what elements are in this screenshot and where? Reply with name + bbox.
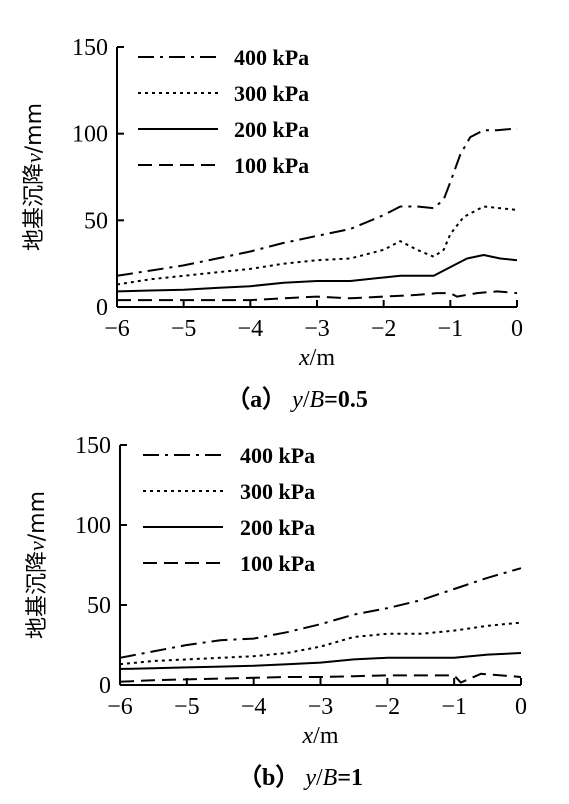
legend-label: 400 kPa <box>240 443 315 468</box>
x-axis-label: x/m <box>298 345 335 371</box>
y-tick-label: 0 <box>99 673 111 699</box>
chart-panel-b: 0 50 100 150 −6 −5 −4 −3 −2 −1 0 地基沉降v/mm x/m （b） y/B… <box>24 433 527 791</box>
legend-label: 100 kPa <box>234 153 309 178</box>
x-tick-label: −6 <box>104 316 130 342</box>
legend-label: 200 kPa <box>234 117 309 142</box>
x-tick-label: −4 <box>241 694 267 720</box>
series-line-100-kpa <box>119 672 522 684</box>
x-tick-label: −4 <box>238 316 264 342</box>
series-line-400-kpa <box>116 127 518 277</box>
series-line-200-kpa <box>119 652 522 670</box>
y-tick-label: 0 <box>96 295 108 321</box>
x-tick-label: −2 <box>375 694 401 720</box>
legend-label: 100 kPa <box>240 551 315 576</box>
x-tick-label: 0 <box>515 694 527 720</box>
series-line-400-kpa <box>119 567 522 659</box>
y-tick-label: 100 <box>72 122 108 148</box>
series-line-100-kpa <box>117 290 518 302</box>
y-axis-label: 地基沉降v/mm <box>24 491 50 639</box>
y-axis-label: 地基沉降v/mm <box>21 103 47 251</box>
y-tick-label: 100 <box>75 513 111 539</box>
x-tick-label: 0 <box>511 316 523 342</box>
y-tick-label: 150 <box>72 35 108 61</box>
legend-label: 300 kPa <box>234 81 309 106</box>
series-line-200-kpa <box>116 254 518 293</box>
y-tick-label: 50 <box>84 208 108 234</box>
x-tick-label: −1 <box>441 694 467 720</box>
x-tick-label: −5 <box>171 316 197 342</box>
x-axis-label: x/m <box>302 723 339 749</box>
panel-caption: （a） y/B=0.5 <box>226 386 368 413</box>
x-tick-label: −5 <box>174 694 200 720</box>
series-line-300-kpa <box>119 621 522 666</box>
x-tick-label: −1 <box>438 316 464 342</box>
legend-label: 200 kPa <box>240 515 315 540</box>
x-tick-label: −6 <box>107 694 133 720</box>
series-line-300-kpa <box>116 205 518 286</box>
x-tick-label: −2 <box>371 316 397 342</box>
panel-caption: （b） y/B=1 <box>238 764 363 791</box>
y-tick-label: 150 <box>75 433 111 459</box>
chart-panel-a: 0 50 100 150 −6 −5 −4 −3 −2 −1 0 地基沉降v/mm x/m （a） y/B… <box>21 35 523 413</box>
legend-label: 300 kPa <box>240 479 315 504</box>
x-tick-label: −3 <box>304 316 330 342</box>
x-tick-label: −3 <box>308 694 334 720</box>
y-tick-label: 50 <box>87 593 111 619</box>
legend-label: 400 kPa <box>234 45 309 70</box>
